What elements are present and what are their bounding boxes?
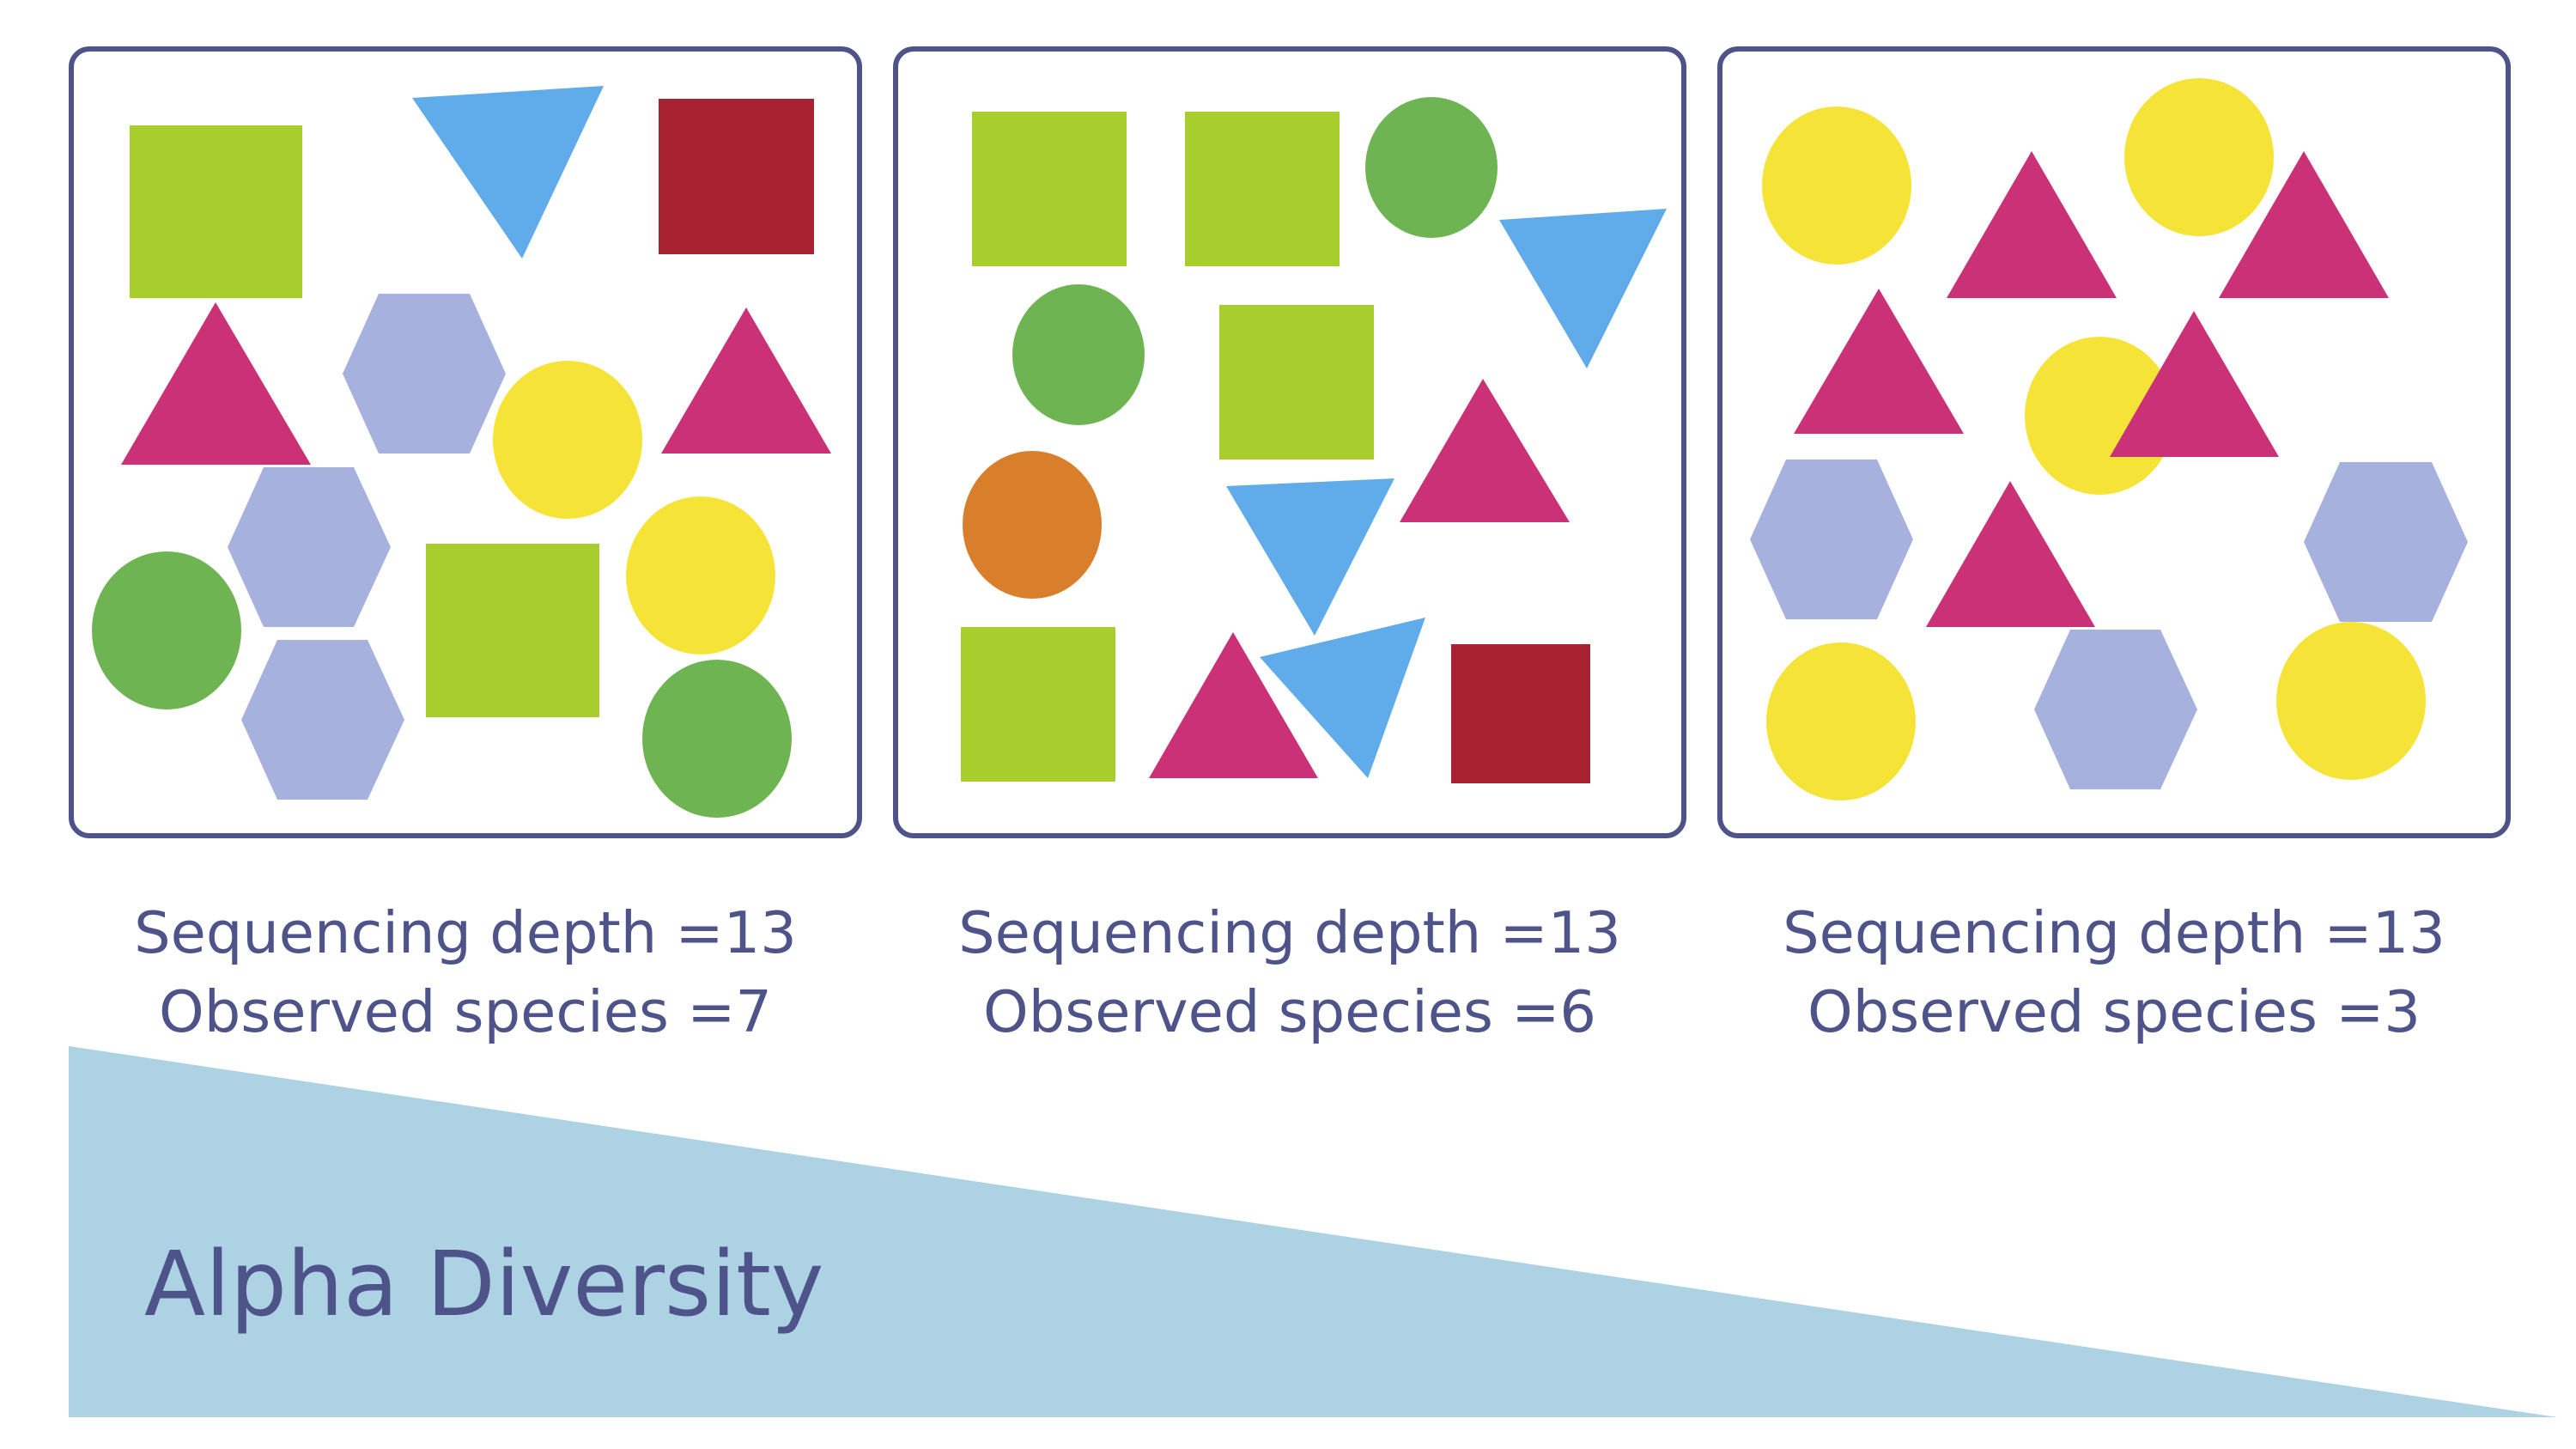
yellow-circle-icon — [493, 361, 642, 519]
magenta-triangle-icon — [661, 307, 831, 454]
decreasing-wedge-shape — [69, 1046, 2557, 1417]
observed-species-label: Observed species =7 — [159, 978, 772, 1045]
panel-2-caption: Sequencing depth =13 Observed species =6 — [893, 893, 1686, 1051]
alpha-diversity-label: Alpha Diversity — [144, 1232, 824, 1336]
panel-3-caption: Sequencing depth =13 Observed species =3 — [1717, 893, 2511, 1051]
yellow-circle-icon — [1766, 642, 1916, 801]
panel-3-shapes — [1750, 78, 2468, 801]
yellow-circle-icon — [2276, 622, 2426, 780]
yellow-circle-icon — [626, 496, 775, 654]
lime-square-icon — [1219, 305, 1374, 460]
lime-square-icon — [130, 125, 302, 298]
red-square-icon — [1451, 644, 1590, 783]
magenta-triangle-icon — [1149, 632, 1318, 778]
lime-square-icon — [1185, 112, 1340, 266]
lavender-hexagon-icon — [2304, 462, 2468, 622]
red-square-icon — [659, 99, 814, 254]
lavender-hexagon-icon — [241, 640, 404, 800]
magenta-triangle-icon — [1947, 151, 2117, 298]
orange-circle-icon — [963, 451, 1102, 599]
panel-1-caption: Sequencing depth =13 Observed species =7 — [69, 893, 862, 1051]
magenta-triangle-icon — [1794, 289, 1964, 434]
lavender-hexagon-icon — [1750, 460, 1913, 619]
sequencing-depth-label: Sequencing depth =13 — [1783, 899, 2445, 966]
sequencing-depth-label: Sequencing depth =13 — [134, 899, 797, 966]
green-circle-icon — [1012, 284, 1145, 425]
green-circle-icon — [1365, 97, 1498, 238]
magenta-triangle-icon — [1926, 481, 2095, 627]
magenta-triangle-icon — [2219, 151, 2389, 298]
panel-2-shapes — [961, 97, 1667, 783]
lime-square-icon — [426, 544, 599, 717]
blue-triangle-icon — [1260, 618, 1425, 778]
magenta-triangle-icon — [121, 302, 311, 465]
sample-panel-2 — [893, 46, 1686, 838]
magenta-triangle-icon — [1400, 379, 1570, 522]
yellow-circle-icon — [2124, 78, 2274, 236]
lavender-hexagon-icon — [2034, 630, 2197, 789]
blue-triangle-icon — [1499, 209, 1667, 368]
yellow-circle-icon — [1762, 107, 1911, 265]
sequencing-depth-label: Sequencing depth =13 — [958, 899, 1621, 966]
blue-triangle-icon — [1226, 478, 1394, 636]
green-circle-icon — [642, 660, 792, 818]
lavender-hexagon-icon — [228, 467, 391, 627]
observed-species-label: Observed species =6 — [983, 978, 1596, 1045]
panel-1-shapes — [92, 86, 831, 818]
sample-panel-1 — [69, 46, 862, 838]
sample-panel-3 — [1717, 46, 2511, 838]
blue-triangle-icon — [412, 86, 604, 259]
lavender-hexagon-icon — [343, 294, 506, 454]
observed-species-label: Observed species =3 — [1807, 978, 2421, 1045]
green-circle-icon — [92, 551, 241, 709]
magenta-triangle-icon — [2110, 311, 2279, 457]
lime-square-icon — [972, 112, 1127, 266]
lime-square-icon — [961, 627, 1115, 782]
